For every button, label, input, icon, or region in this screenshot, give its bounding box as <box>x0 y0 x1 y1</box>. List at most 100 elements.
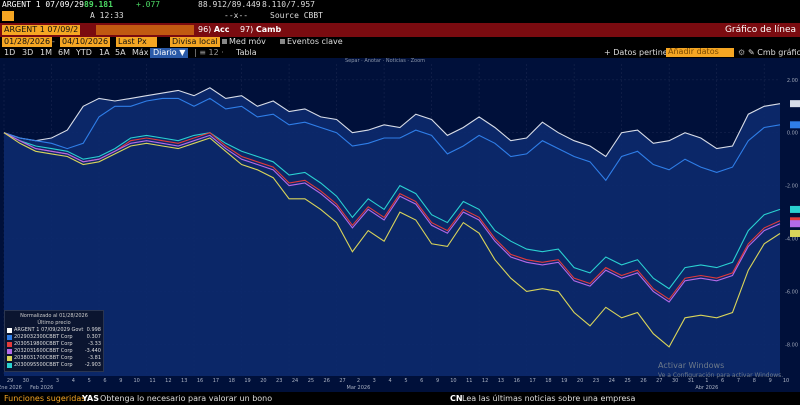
legend-item[interactable]: 2030519800CBBT Corp -3.33 <box>7 341 101 348</box>
x-month-label: Mar 2026 <box>347 385 371 391</box>
series-line <box>3 132 781 290</box>
x-tick-label: 3 <box>56 378 59 384</box>
cn-description[interactable]: Lea las últimas noticias sobre una empre… <box>462 394 636 403</box>
tool-separate[interactable]: Separ <box>345 58 360 64</box>
y-tick-label: 0.00 <box>787 131 798 137</box>
x-tick-label: 12 <box>482 378 488 384</box>
x-tick-label: 27 <box>339 378 345 384</box>
legend-item-name: 2032031600CBBT Corp <box>14 348 73 354</box>
key-events-toggle[interactable]: Eventos clave <box>280 38 343 46</box>
legend-item[interactable]: 2038031700CBBT Corp -3.81 <box>7 355 101 362</box>
chart-legend: Normalizado al 01/28/2026 Último precio … <box>4 310 104 372</box>
legend-item-value: 0.307 <box>86 334 101 340</box>
yas-description[interactable]: Obtenga lo necesario para valorar un bon… <box>100 394 273 403</box>
quote-marks: --x-- <box>224 11 249 20</box>
x-tick-label: 11 <box>149 378 155 384</box>
last-value-tag <box>790 205 800 213</box>
x-tick-label: 4 <box>72 378 75 384</box>
price-source: Source CBBT <box>270 11 323 20</box>
x-tick-label: 24 <box>609 378 615 384</box>
period-1m[interactable]: 1M <box>40 48 52 57</box>
series-line <box>3 132 781 348</box>
pertinent-data-button[interactable]: + Datos pertinent <box>604 48 676 57</box>
security-ticker: ARGENT 1 07/09/29 <box>2 0 84 9</box>
x-tick-label: 25 <box>624 378 630 384</box>
y-tick-label: -8.00 <box>785 342 798 348</box>
period-ytd[interactable]: YTD <box>76 48 92 57</box>
x-tick-label: 27 <box>656 378 662 384</box>
legend-item[interactable]: 2029032300CBBT Corp 0.307 <box>7 334 101 341</box>
legend-item-value: 0.998 <box>86 327 101 333</box>
y-tick-label: 2.00 <box>787 78 798 84</box>
suggested-functions-bar: Funciones sugeridas YAS Obtenga lo neces… <box>0 392 800 405</box>
legend-item-value: -3.81 <box>88 355 101 361</box>
security-field[interactable]: ARGENT 1 07/09/2 <box>2 25 81 35</box>
start-date-field[interactable]: 01/28/2026 <box>2 37 53 47</box>
period-1a[interactable]: 1A <box>99 48 110 57</box>
legend-subheader: Último precio <box>37 320 71 326</box>
bid-ask: 88.912/89.449 <box>198 0 261 9</box>
tool-zoom[interactable]: Zoom <box>410 58 426 64</box>
last-value-tag <box>790 229 800 237</box>
series-line <box>3 132 781 301</box>
legend-item-name: ARGENT 1 07/09/2029 Govt <box>14 327 84 333</box>
tool-news[interactable]: Noticias <box>385 58 406 64</box>
legend-swatch <box>7 342 12 347</box>
line-chart[interactable]: Separ · Anotar · Noticias · Zoom 2.00 0.0… <box>0 58 800 392</box>
cn-code[interactable]: CN <box>450 394 463 403</box>
x-month-label: Feb 2026 <box>30 385 53 391</box>
legend-swatch <box>7 335 12 340</box>
x-tick-label: 10 <box>134 378 140 384</box>
legend-item-name: 2038031700CBBT Corp <box>14 355 73 361</box>
x-tick-label: 29 <box>7 378 13 384</box>
last-value-tag <box>790 220 800 228</box>
currency-select[interactable]: Divisa local <box>170 37 220 47</box>
x-tick-label: 2 <box>40 378 43 384</box>
field-select[interactable]: Last Px <box>116 37 157 47</box>
settings-icon[interactable]: ⚙ <box>738 48 746 57</box>
x-tick-label: 16 <box>514 378 520 384</box>
plus-icon: + <box>604 48 611 57</box>
tool-annotate[interactable]: Anotar <box>364 58 382 64</box>
chart-params-row: 01/28/2026 - 04/10/2026 Last Px Divisa l… <box>0 37 800 47</box>
x-tick-label: 24 <box>292 378 298 384</box>
add-data-input[interactable]: Añadir datos <box>666 48 734 57</box>
x-tick-label: 6 <box>721 378 724 384</box>
command-input[interactable] <box>96 25 194 35</box>
frequency-select[interactable]: Diario ▼ <box>150 48 189 58</box>
x-tick-label: 10 <box>783 378 789 384</box>
legend-item[interactable]: ARGENT 1 07/09/2029 Govt 0.998 <box>7 327 101 334</box>
change-menu[interactable]: 97) Camb <box>240 25 282 34</box>
x-tick-label: 9 <box>769 378 772 384</box>
actions-menu[interactable]: 96) Acc <box>198 25 230 34</box>
x-tick-label: 9 <box>119 378 122 384</box>
last-price: 89.181 <box>84 0 113 9</box>
period-6m[interactable]: 6M <box>58 48 70 57</box>
quote-info-row: A 12:33 --x-- Source CBBT <box>0 10 800 23</box>
table-button[interactable]: Tabla <box>236 48 257 57</box>
period-5a[interactable]: 5A <box>115 48 126 57</box>
period-3d[interactable]: 3D <box>22 48 34 57</box>
x-tick-label: 26 <box>640 378 646 384</box>
legend-item-name: 2030519800CBBT Corp <box>14 341 73 347</box>
x-tick-label: 12 <box>165 378 171 384</box>
legend-item[interactable]: 2032031600CBBT Corp -3.440 <box>7 348 101 355</box>
legend-item[interactable]: 2030095500CBBT Corp -2.903 <box>7 362 101 369</box>
end-date-field[interactable]: 04/10/2026 <box>60 37 111 47</box>
x-tick-label: 4 <box>388 378 391 384</box>
period-max[interactable]: Máx <box>132 48 149 57</box>
x-tick-label: 26 <box>324 378 330 384</box>
legend-item-value: -2.903 <box>84 362 101 368</box>
x-tick-label: 11 <box>466 378 472 384</box>
change-chart-button[interactable]: ✎ Cmb gráfico <box>748 48 800 57</box>
moving-avg-toggle[interactable]: Med móv <box>222 38 266 46</box>
x-tick-label: 16 <box>197 378 203 384</box>
x-month-label: Ene 2026 <box>0 385 22 391</box>
x-tick-label: 31 <box>688 378 694 384</box>
x-month-label: Abr 2026 <box>695 385 718 391</box>
yas-code[interactable]: YAS <box>82 394 99 403</box>
period-1d[interactable]: 1D <box>4 48 16 57</box>
x-tick-label: 18 <box>229 378 235 384</box>
x-tick-label: 6 <box>420 378 423 384</box>
